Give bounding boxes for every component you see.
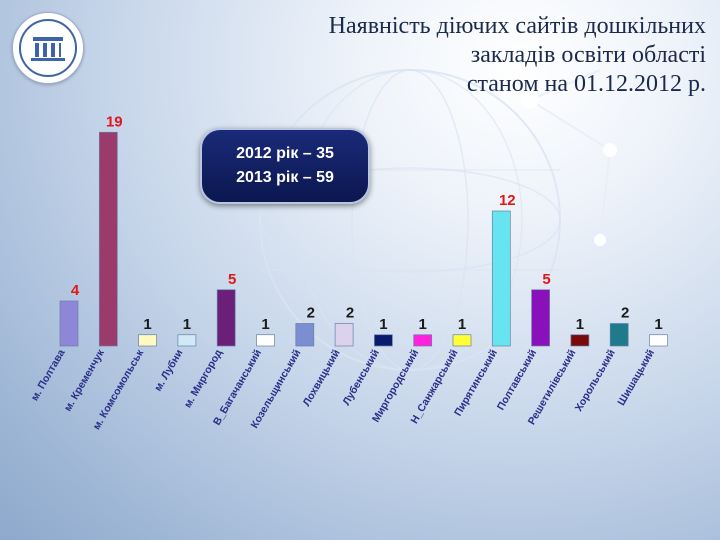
bar-value-label: 1 — [379, 316, 387, 333]
bar — [177, 334, 197, 347]
category-label: м. Полтава — [29, 347, 68, 403]
bar — [295, 323, 315, 347]
category-label: м. Миргород — [182, 347, 225, 410]
infobox-line-2013: 2013 рік – 59 — [236, 169, 334, 186]
bar-value-label: 1 — [143, 316, 151, 333]
bar — [374, 334, 393, 347]
bar — [138, 334, 157, 347]
bar-value-label: 5 — [542, 271, 550, 288]
bar-value-label: 1 — [183, 316, 191, 333]
bar-value-label: 1 — [654, 316, 662, 333]
category-label: Шишацький — [615, 348, 657, 408]
slide-title: Наявність діючих сайтів дошкільних закла… — [328, 13, 706, 97]
category-label: Лубенський — [340, 348, 382, 408]
bar-value-label: 2 — [621, 305, 629, 322]
category-label: Полтавський — [495, 348, 539, 413]
infobox-line-2012: 2012 рік – 35 — [236, 145, 334, 162]
bar — [98, 131, 118, 347]
bar — [570, 334, 590, 347]
bar-value-label: 4 — [71, 282, 80, 299]
columns-building-icon — [19, 19, 77, 77]
category-label: Хорольський — [573, 348, 618, 414]
bar — [216, 289, 236, 347]
bar-value-label: 12 — [499, 192, 516, 209]
category-label: Лохвицький — [301, 348, 343, 409]
bar-value-label: 1 — [576, 316, 584, 333]
bar-value-label: 1 — [419, 316, 427, 333]
totals-infobox: 2012 рік – 35 2013 рік – 59 — [200, 128, 370, 204]
bar — [531, 289, 550, 347]
bar — [413, 334, 433, 347]
bar — [59, 300, 79, 347]
bar-value-label: 1 — [458, 316, 466, 333]
bar — [452, 334, 472, 347]
logo — [12, 12, 84, 84]
bar-value-label: 1 — [261, 316, 269, 333]
category-label: м. Лубни — [152, 348, 185, 394]
bar — [334, 323, 354, 347]
bar — [256, 334, 275, 347]
bar-value-label: 5 — [228, 271, 236, 288]
bar — [491, 210, 511, 347]
category-label: Пирятинський — [452, 348, 500, 419]
bar — [649, 334, 668, 347]
bar-value-label: 2 — [346, 305, 354, 322]
category-label: м. Кременчук — [62, 347, 107, 414]
bar-value-label: 19 — [106, 113, 123, 130]
bar — [609, 323, 629, 347]
bar-value-label: 2 — [307, 305, 315, 322]
